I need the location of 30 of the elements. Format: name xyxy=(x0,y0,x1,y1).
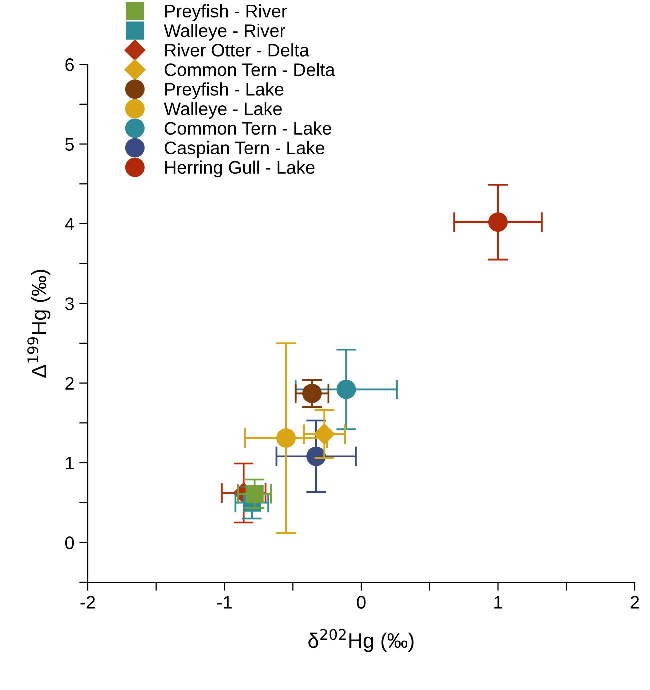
x-axis-title: δ$^{202}$Hg (‰) xyxy=(308,629,414,652)
legend-label: Herring Gull - Lake xyxy=(166,160,315,178)
y-tick-label: 6 xyxy=(66,58,74,72)
point xyxy=(488,212,508,232)
x-tick-label: 2 xyxy=(630,596,640,609)
point xyxy=(314,424,336,445)
legend-label: Caspian Tern - Lake xyxy=(164,141,325,158)
y-axis-title: Δ$^{199}$Hg (‰) xyxy=(28,270,51,378)
legend-label: Common Tern - Delta xyxy=(164,63,336,76)
y-tick-label: 0 xyxy=(65,536,74,550)
legend-label: Walleye - River xyxy=(164,24,286,41)
y-tick-label: 1 xyxy=(66,457,74,470)
y-tick-label: 4 xyxy=(65,218,74,230)
point xyxy=(276,428,296,448)
y-tick-label: 3 xyxy=(65,298,74,310)
legend-label: Walleye - Lake xyxy=(164,102,282,120)
y-tick-label: 5 xyxy=(65,138,74,151)
point xyxy=(336,380,356,400)
legend-label: Common Tern - Lake xyxy=(164,122,332,135)
x-tick-label: 0 xyxy=(357,596,366,609)
point xyxy=(306,446,326,466)
y-tick-label: 2 xyxy=(66,377,74,390)
x-tick-label: -2 xyxy=(80,596,96,609)
point xyxy=(246,485,264,504)
legend-label: Preyfish - Lake xyxy=(166,82,284,100)
legend-label: River Otter - Delta xyxy=(166,44,310,57)
point xyxy=(302,384,322,404)
x-tick-label: 1 xyxy=(494,596,502,609)
x-tick-label: -1 xyxy=(218,596,232,609)
legend-label: Preyfish - River xyxy=(166,4,288,22)
